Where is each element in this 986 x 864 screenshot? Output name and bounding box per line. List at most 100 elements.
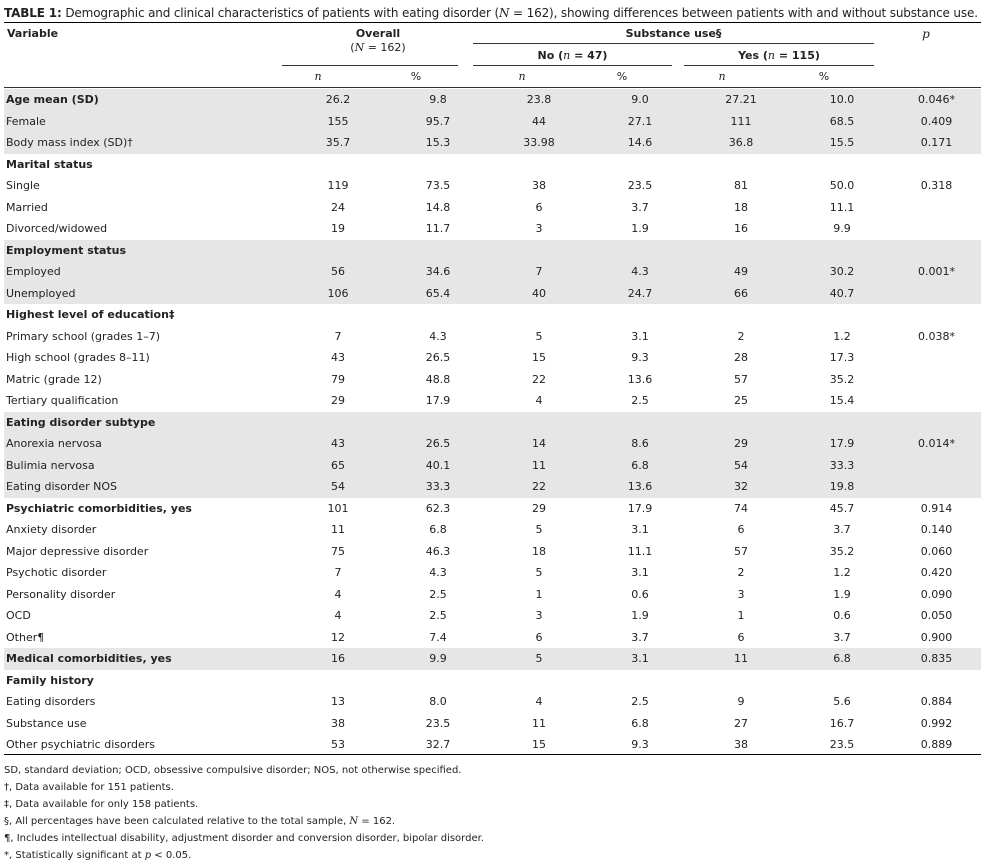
- table-row: Bulimia nervosa 65 40.1 11 6.8 54 33.3: [4, 454, 981, 476]
- cell-overall-pct: 26.5: [388, 433, 488, 455]
- cell-no-pct: 8.6: [590, 433, 690, 455]
- cell-p-value: 0.001*: [892, 261, 981, 283]
- cell-p-value: [892, 218, 981, 240]
- header-no-rule: [473, 65, 672, 66]
- row-label: Married: [6, 200, 48, 214]
- cell-no-pct: 3.7: [631, 200, 649, 214]
- cell-overall-pct: 17.9: [425, 394, 451, 408]
- cell-overall-n: 12: [331, 630, 345, 644]
- cell-overall-pct: 32.7: [425, 738, 451, 752]
- cell-yes-n: [690, 411, 792, 433]
- cell-yes-n: 38: [734, 738, 748, 752]
- cell-no-pct: 3.7: [631, 630, 649, 644]
- row-label: Eating disorders: [6, 695, 96, 709]
- cell-overall-n: 75: [331, 544, 345, 558]
- cell-no-n: [488, 239, 590, 261]
- cell-yes-n: 81: [734, 179, 748, 193]
- cell-yes-n: 3: [737, 587, 745, 601]
- row-label: Female: [4, 110, 288, 132]
- cell-p-value: 0.409: [892, 110, 981, 132]
- row-label: Substance use: [6, 716, 87, 730]
- row-label: Tertiary qualification: [6, 394, 119, 408]
- cell-yes-pct: 50.0: [829, 179, 855, 193]
- header-bottom-rule: [4, 87, 981, 88]
- cell-yes-n: [690, 154, 792, 176]
- table-caption: TABLE 1: Demographic and clinical charac…: [4, 6, 978, 20]
- cell-no-n: 18: [532, 544, 546, 558]
- row-label: Employed: [4, 261, 288, 283]
- cell-overall-n: 38: [331, 716, 345, 730]
- cell-overall-pct: 11.7: [425, 222, 451, 236]
- header-substance-rule: [473, 43, 874, 44]
- footnote-asterisk-p-symbol: p: [144, 850, 152, 861]
- cell-no-pct: 6.8: [590, 454, 690, 476]
- cell-overall-pct: 8.0: [429, 695, 447, 709]
- cell-overall-pct: 6.8: [429, 523, 447, 537]
- cell-yes-pct: 17.3: [829, 351, 855, 365]
- cell-p-value: [892, 154, 981, 176]
- table-row: Eating disorder NOS 54 33.3 22 13.6 32 19.8: [4, 476, 981, 498]
- row-label: Divorced/widowed: [6, 222, 108, 236]
- cell-no-pct: 3.1: [590, 648, 690, 670]
- cell-yes-n: 49: [690, 261, 792, 283]
- cell-overall-n: [288, 154, 388, 176]
- cell-overall-pct: 2.5: [429, 609, 447, 623]
- table-row: OCD 4 2.5 3 1.9 1 0.6 0.050: [4, 605, 981, 627]
- header-p: p: [922, 27, 930, 41]
- cell-yes-n: 36.8: [690, 132, 792, 154]
- cell-overall-pct: 9.9: [388, 648, 488, 670]
- cell-no-n: 22: [532, 372, 546, 386]
- header-no-n-col: n: [518, 70, 526, 83]
- cell-yes-n: 29: [690, 433, 792, 455]
- caption-text-after: = 162), showing differences between pati…: [509, 6, 978, 20]
- cell-yes-n: 2: [737, 566, 745, 580]
- table-row: Unemployed 106 65.4 40 24.7 66 40.7: [4, 282, 981, 304]
- cell-yes-pct: 35.2: [829, 544, 855, 558]
- header-yes-pct-col: %: [818, 70, 830, 83]
- table-row: Medical comorbidities, yes 16 9.9 5 3.1 11 6.8…: [4, 648, 981, 670]
- cell-yes-n: 32: [690, 476, 792, 498]
- footnote-dagger: †, Data available for 151 patients.: [4, 782, 174, 793]
- table-footnotes: SD, standard deviation; OCD, obsessive c…: [4, 762, 484, 864]
- table-row: Psychiatric comorbidities, yes 101 62.3 29 1…: [4, 498, 981, 520]
- cell-no-n: 11: [532, 716, 546, 730]
- cell-no-n: 44: [488, 110, 590, 132]
- cell-no-pct: 13.6: [590, 476, 690, 498]
- cell-no-n: 15: [532, 351, 546, 365]
- cell-overall-pct: 26.5: [425, 351, 451, 365]
- table-row: Anorexia nervosa 43 26.5 14 8.6 29 17.9 0.014*: [4, 433, 981, 455]
- cell-yes-n: 54: [690, 454, 792, 476]
- cell-overall-n: [288, 239, 388, 261]
- cell-overall-n: 106: [288, 282, 388, 304]
- cell-overall-n: 65: [288, 454, 388, 476]
- cell-p-value: [892, 390, 981, 412]
- row-label: Anxiety disorder: [6, 523, 97, 537]
- cell-no-n: 4: [535, 394, 543, 408]
- cell-yes-pct: 0.6: [833, 609, 851, 623]
- cell-no-pct: 11.1: [627, 544, 653, 558]
- cell-overall-n: 13: [331, 695, 345, 709]
- cell-no-pct: 3.1: [631, 566, 649, 580]
- cell-no-pct: 9.3: [631, 351, 649, 365]
- caption-n-symbol: N: [499, 6, 510, 20]
- table-row: Other psychiatric disorders 53 32.7 15 9.3 38…: [4, 734, 981, 756]
- footnote-asterisk: *, Statistically significant at p < 0.05…: [4, 847, 484, 864]
- row-label: Highest level of education‡: [6, 308, 175, 322]
- table-row: Employed 56 34.6 7 4.3 49 30.2 0.001*: [4, 261, 981, 283]
- cell-overall-pct: 34.6: [388, 261, 488, 283]
- cell-no-n: [488, 304, 590, 326]
- footnote-asterisk-post: < 0.05.: [151, 850, 192, 861]
- cell-yes-n: 28: [734, 351, 748, 365]
- table-row: Major depressive disorder 75 46.3 18 11.1 57 3…: [4, 541, 981, 563]
- cell-no-pct: 9.3: [631, 738, 649, 752]
- row-label: Age mean (SD): [4, 89, 288, 111]
- cell-overall-pct: 46.3: [425, 544, 451, 558]
- cell-p-value: [892, 670, 981, 692]
- table-row: Primary school (grades 1–7) 7 4.3 5 3.1 2 1.2 0…: [4, 326, 981, 348]
- cell-no-pct: 9.0: [590, 89, 690, 111]
- footnote-section-n-symbol: N: [349, 816, 359, 827]
- cell-no-n: 22: [488, 476, 590, 498]
- cell-p-value: 0.835: [892, 648, 981, 670]
- cell-no-n: 23.8: [488, 89, 590, 111]
